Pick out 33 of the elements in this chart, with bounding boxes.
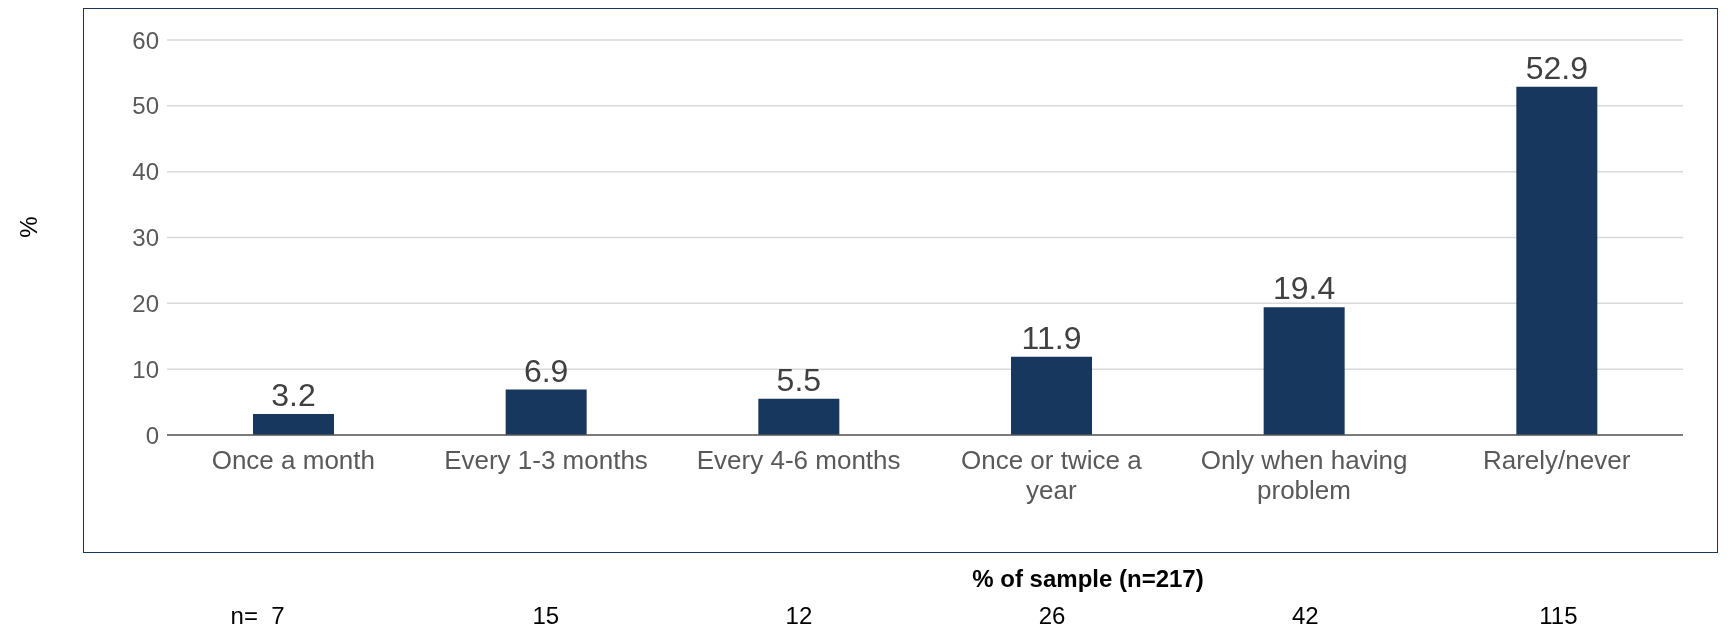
bar [1516,86,1598,435]
y-tick-label: 10 [132,355,159,383]
text: 115 [1538,602,1579,630]
bar [758,398,840,435]
y-tick-label: 50 [132,92,159,120]
y-tick-label: 30 [132,224,159,252]
x-tick-label: Once or twice a year [961,445,1143,505]
y-axis-title: % [14,215,43,238]
text: 42 [1290,602,1320,630]
data-label: 3.2 [271,376,316,413]
bar [253,413,334,435]
y-tick-label: 60 [132,26,159,54]
text: % of sample (n=217) [971,565,1205,593]
bar [1011,356,1092,435]
text: 26 [1037,602,1067,630]
bar [505,389,587,435]
data-label: 19.4 [1273,270,1336,307]
y-tick-label: 20 [132,289,159,317]
x-tick-label: Every 1-3 months [444,445,648,475]
text: n= 7 [229,602,286,630]
text: 15 [531,602,561,630]
x-tick-label: Rarely/never [1482,445,1631,475]
data-label: 5.5 [776,361,822,398]
data-label: 6.9 [523,352,569,389]
x-tick-label: Once a month [211,445,375,475]
x-tick-label: Every 4-6 months [696,445,901,475]
y-tick-label: 40 [132,158,159,186]
data-label: 52.9 [1525,49,1588,86]
text: 12 [784,602,814,630]
data-label: 11.9 [1021,319,1082,356]
bar [1263,307,1345,435]
x-tick-label: Only when having problem [1200,445,1408,505]
y-tick-label: 0 [145,421,159,449]
